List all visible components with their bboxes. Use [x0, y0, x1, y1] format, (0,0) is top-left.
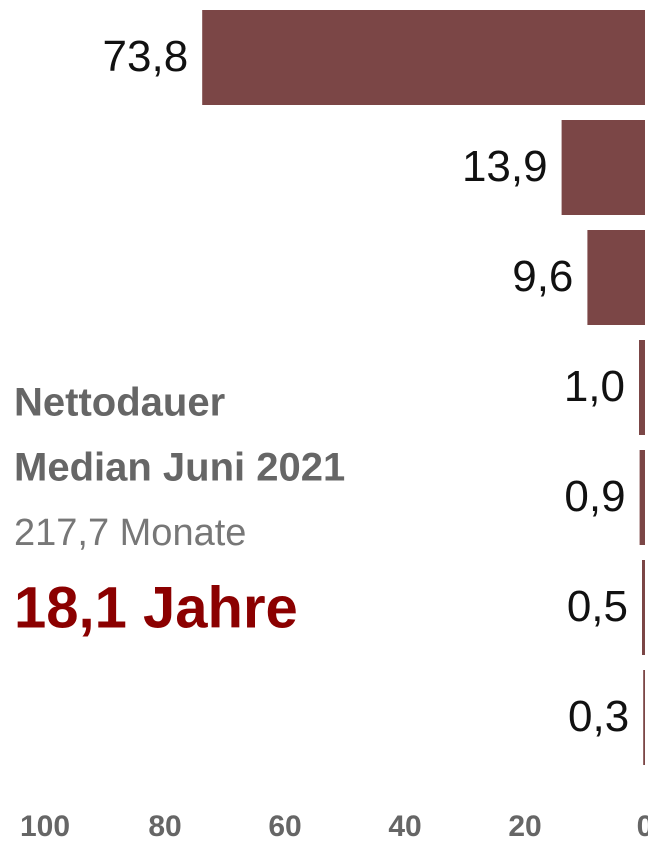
- x-tick-label: 60: [268, 810, 301, 841]
- value-label: 0,3: [568, 692, 629, 741]
- x-tick-label: 40: [388, 810, 421, 841]
- x-tick-label: 100: [20, 810, 70, 841]
- bar: [642, 560, 645, 655]
- value-label: 0,9: [564, 472, 625, 521]
- annotation: Median Juni 2021: [14, 446, 345, 490]
- value-label: 9,6: [512, 252, 573, 301]
- annotation: Nettodauer: [14, 381, 225, 425]
- value-label: 0,5: [567, 582, 628, 631]
- annotation: 18,1 Jahre: [14, 575, 298, 640]
- bar: [561, 120, 645, 215]
- bar: [587, 230, 645, 325]
- x-tick-label: 80: [148, 810, 181, 841]
- bar: [643, 670, 645, 765]
- bar: [202, 10, 645, 105]
- annotation: 217,7 Monate: [14, 512, 246, 554]
- value-label: 1,0: [564, 362, 625, 411]
- value-label: 13,9: [462, 142, 548, 191]
- x-tick-label: 0: [637, 810, 648, 841]
- bar: [639, 450, 645, 545]
- bar: [639, 340, 645, 435]
- value-label: 73,8: [103, 32, 189, 81]
- x-tick-label: 20: [508, 810, 541, 841]
